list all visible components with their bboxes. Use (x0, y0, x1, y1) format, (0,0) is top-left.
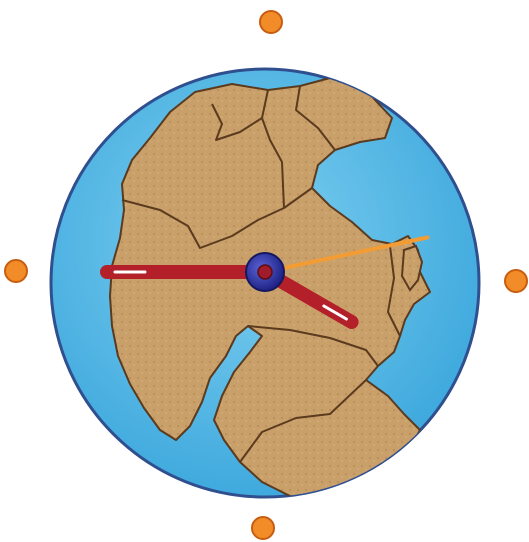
hour-marker-bottom (251, 516, 275, 540)
hour-marker-left (4, 259, 28, 283)
second-hand (263, 235, 430, 274)
hub-inner (257, 264, 273, 280)
hour-marker-top (259, 10, 283, 34)
hour-marker-right (504, 269, 528, 293)
clock-hands (100, 235, 430, 329)
